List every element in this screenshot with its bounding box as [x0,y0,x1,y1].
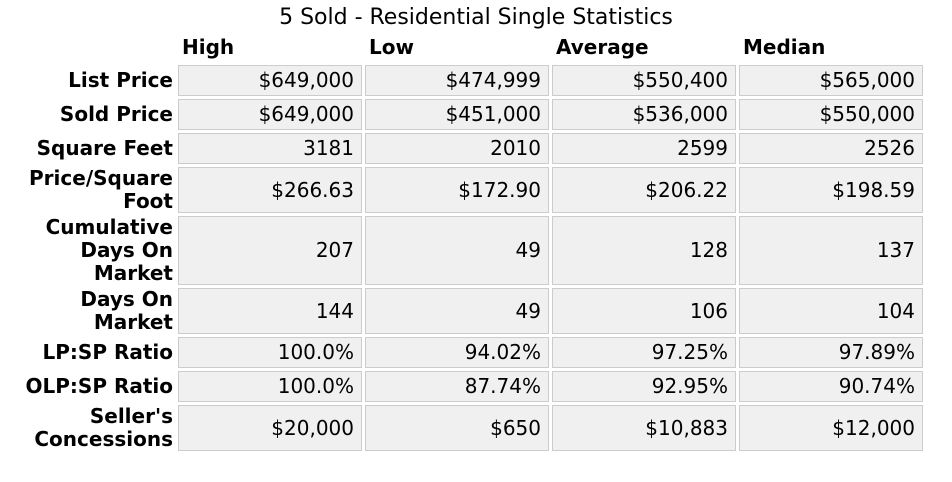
cell-cumulative-days-on-market-low: 49 [365,216,549,285]
corner-cell [3,34,175,62]
cell-olp-sp-ratio-median: 90.74% [739,371,923,402]
cell-square-feet-low: 2010 [365,133,549,164]
cell-price-square-foot-average: $206.22 [552,167,736,213]
cell-sold-price-low: $451,000 [365,99,549,130]
table-row-list-price: List Price $649,000 $474,999 $550,400 $565,0… [3,65,923,96]
column-header-high: High [182,35,235,59]
cell-square-feet-high: 3181 [178,133,362,164]
row-label-price-square-foot: Price/Square Foot [29,166,173,213]
row-label-square-feet: Square Feet [36,136,173,160]
cell-list-price-median: $565,000 [739,65,923,96]
row-label-days-on-market: Days On Market [80,287,173,334]
column-header-median: Median [743,35,826,59]
cell-days-on-market-high: 144 [178,288,362,334]
row-label-cumulative-days-on-market: Cumulative Days On Market [45,215,173,285]
row-label-sold-price: Sold Price [59,102,173,126]
cell-price-square-foot-low: $172.90 [365,167,549,213]
table-row-square-feet: Square Feet 3181 2010 2599 2526 [3,133,923,164]
table-row-days-on-market: Days On Market 144 49 106 104 [3,288,923,334]
cell-list-price-high: $649,000 [178,65,362,96]
cell-cumulative-days-on-market-median: 137 [739,216,923,285]
cell-lp-sp-ratio-high: 100.0% [178,337,362,368]
cell-sold-price-average: $536,000 [552,99,736,130]
cell-square-feet-median: 2526 [739,133,923,164]
cell-days-on-market-average: 106 [552,288,736,334]
row-label-olp-sp-ratio: OLP:SP Ratio [25,374,173,398]
cell-lp-sp-ratio-average: 97.25% [552,337,736,368]
cell-olp-sp-ratio-low: 87.74% [365,371,549,402]
cell-seller-s-concessions-median: $12,000 [739,405,923,451]
cell-list-price-average: $550,400 [552,65,736,96]
cell-price-square-foot-high: $266.63 [178,167,362,213]
statistics-report: 5 Sold - Residential Single Statistics H… [0,5,926,454]
table-row-cumulative-days-on-market: Cumulative Days On Market 207 49 128 137 [3,216,923,285]
cell-seller-s-concessions-low: $650 [365,405,549,451]
table-row-sold-price: Sold Price $649,000 $451,000 $536,000 $550,0… [3,99,923,130]
statistics-table: High Low Average Median List Price $649,000 $… [0,31,926,454]
column-header-low: Low [369,35,414,59]
table-row-price-square-foot: Price/Square Foot $266.63 $172.90 $206.22 $1… [3,167,923,213]
table-header: High Low Average Median [3,34,923,62]
cell-cumulative-days-on-market-average: 128 [552,216,736,285]
cell-lp-sp-ratio-low: 94.02% [365,337,549,368]
cell-sold-price-median: $550,000 [739,99,923,130]
cell-price-square-foot-median: $198.59 [739,167,923,213]
cell-sold-price-high: $649,000 [178,99,362,130]
cell-lp-sp-ratio-median: 97.89% [739,337,923,368]
row-label-seller-s-concessions: Seller's Concessions [34,404,173,451]
table-row-seller-s-concessions: Seller's Concessions $20,000 $650 $10,883 $1… [3,405,923,451]
cell-olp-sp-ratio-average: 92.95% [552,371,736,402]
table-row-olp-sp-ratio: OLP:SP Ratio 100.0% 87.74% 92.95% 90.74% [3,371,923,402]
cell-square-feet-average: 2599 [552,133,736,164]
cell-cumulative-days-on-market-high: 207 [178,216,362,285]
cell-olp-sp-ratio-high: 100.0% [178,371,362,402]
row-label-list-price: List Price [68,68,173,92]
header-row: High Low Average Median [3,34,923,62]
row-label-lp-sp-ratio: LP:SP Ratio [42,340,173,364]
cell-seller-s-concessions-average: $10,883 [552,405,736,451]
cell-seller-s-concessions-high: $20,000 [178,405,362,451]
report-title: 5 Sold - Residential Single Statistics [279,5,673,30]
table-body: List Price $649,000 $474,999 $550,400 $565,0… [3,65,923,451]
column-header-average: Average [556,35,649,59]
cell-days-on-market-median: 104 [739,288,923,334]
cell-days-on-market-low: 49 [365,288,549,334]
table-row-lp-sp-ratio: LP:SP Ratio 100.0% 94.02% 97.25% 97.89% [3,337,923,368]
cell-list-price-low: $474,999 [365,65,549,96]
